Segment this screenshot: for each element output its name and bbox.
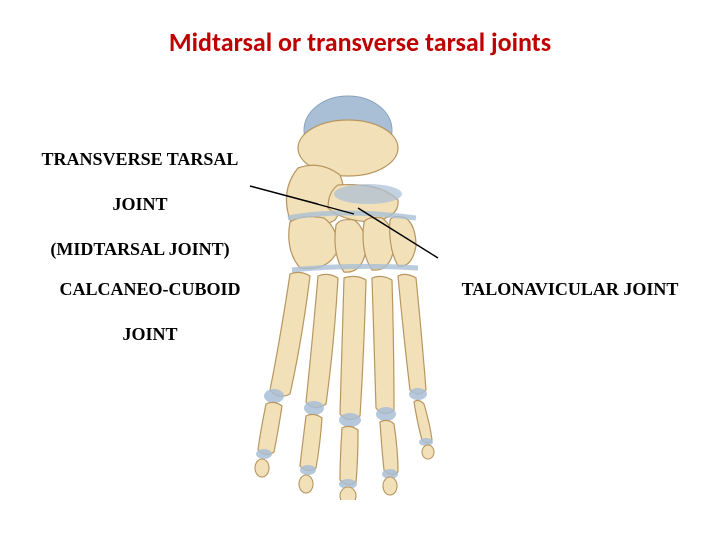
label-line: TALONAVICULAR JOINT (462, 279, 679, 299)
label-line: JOINT (112, 194, 167, 214)
foot-diagram (240, 90, 440, 500)
page-title: Midtarsal or transverse tarsal joints (0, 26, 720, 58)
label-talonavicular: TALONAVICULAR JOINT (435, 255, 705, 300)
label-line: CALCANEO-CUBOID (59, 279, 240, 299)
label-line: TRANSVERSE TARSAL (42, 149, 239, 169)
label-calcaneo-cuboid: CALCANEO-CUBOID JOINT (40, 255, 260, 345)
label-transverse-tarsal: TRANSVERSE TARSAL JOINT (MIDTARSAL JOINT… (25, 125, 255, 260)
label-line: JOINT (122, 324, 177, 344)
